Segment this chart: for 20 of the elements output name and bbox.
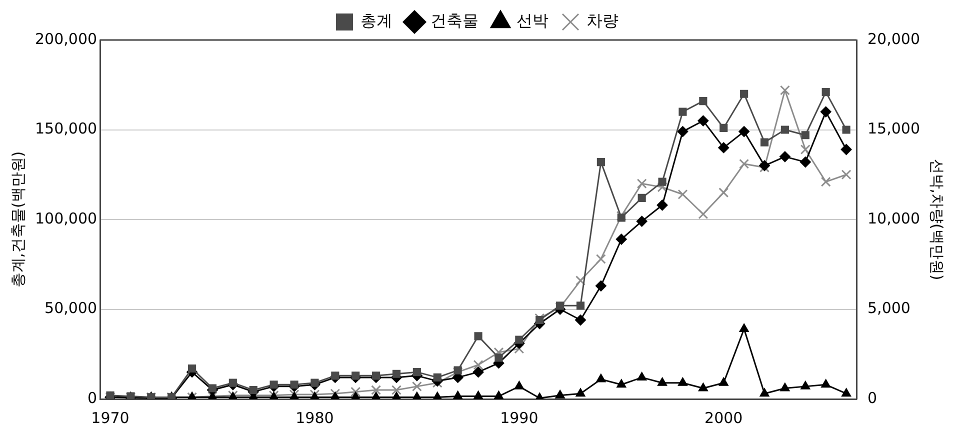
y-axis-title: 총계,건축물(백만원) [8, 151, 27, 288]
y2-axis-title: 선박,차량(백만원) [928, 158, 946, 280]
y-tick-label: 150,000 [35, 120, 98, 138]
legend-label: 선박 [516, 11, 548, 30]
y2-tick-label: 0 [868, 388, 878, 407]
x-tick-label: 1970 [91, 408, 130, 427]
y2-tick-label: 15,000 [868, 120, 920, 138]
y2-tick-label: 20,000 [868, 30, 920, 48]
y-tick-label: 50,000 [44, 299, 98, 318]
y-tick-label: 100,000 [35, 209, 98, 228]
y2-tick-label: 5,000 [868, 299, 910, 318]
y2-tick-label: 10,000 [868, 209, 920, 228]
x-tick-label: 1990 [500, 408, 538, 427]
legend-label: 총계 [360, 11, 392, 30]
y-tick-label: 0 [87, 388, 98, 407]
legend-label: 건축물 [430, 11, 478, 30]
x-tick-label: 2000 [704, 408, 743, 427]
legend-label: 차량 [586, 11, 618, 30]
y-tick-label: 200,000 [35, 30, 98, 48]
x-tick-label: 1980 [296, 408, 334, 427]
